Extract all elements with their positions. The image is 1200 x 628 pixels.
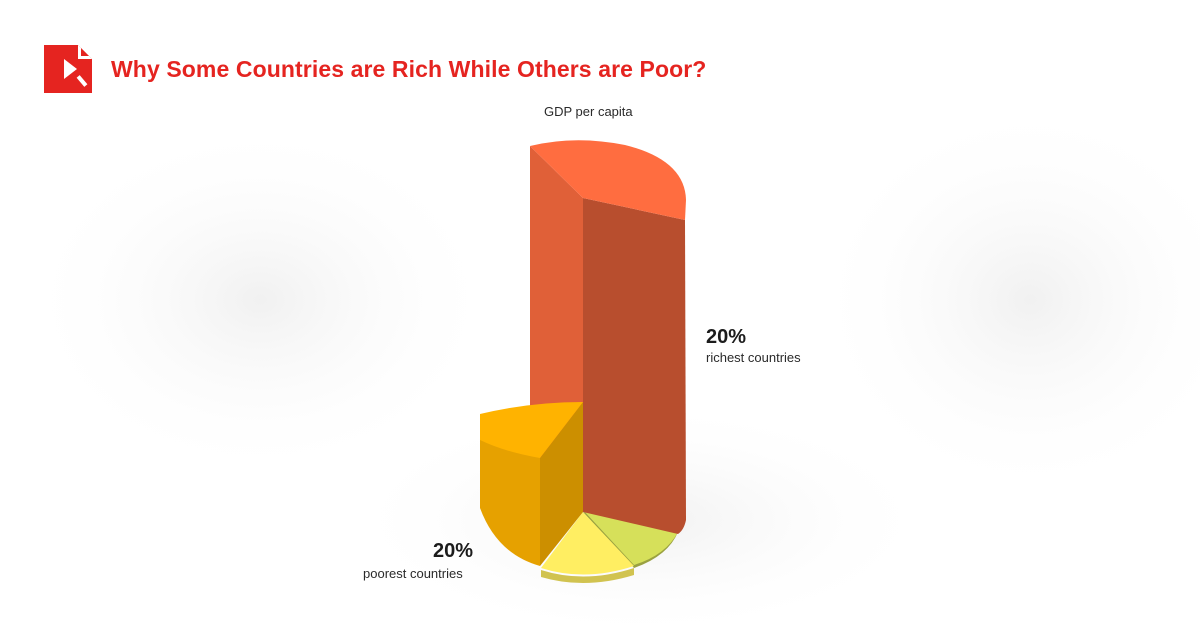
slice-1-top	[530, 140, 686, 220]
slice-3-top	[541, 512, 634, 575]
slice-1-outer-face	[583, 198, 686, 534]
poor-percent-label: 20%	[433, 540, 474, 562]
brand-logo-icon	[44, 45, 92, 93]
page-title: Why Some Countries are Rich While Others…	[111, 55, 707, 82]
slice-4-top	[480, 402, 583, 458]
slice-2-top	[583, 510, 678, 565]
slice-3-side	[541, 568, 634, 584]
chart-title: GDP per capita	[544, 104, 633, 119]
rich-slice-label: richest countries	[706, 350, 801, 365]
poor-slice-label: poorest countries	[363, 566, 463, 581]
rich-percent-label: 20%	[706, 326, 747, 348]
slice-4-inner-face	[540, 402, 583, 566]
header: Why Some Countries are Rich While Others…	[44, 44, 706, 94]
